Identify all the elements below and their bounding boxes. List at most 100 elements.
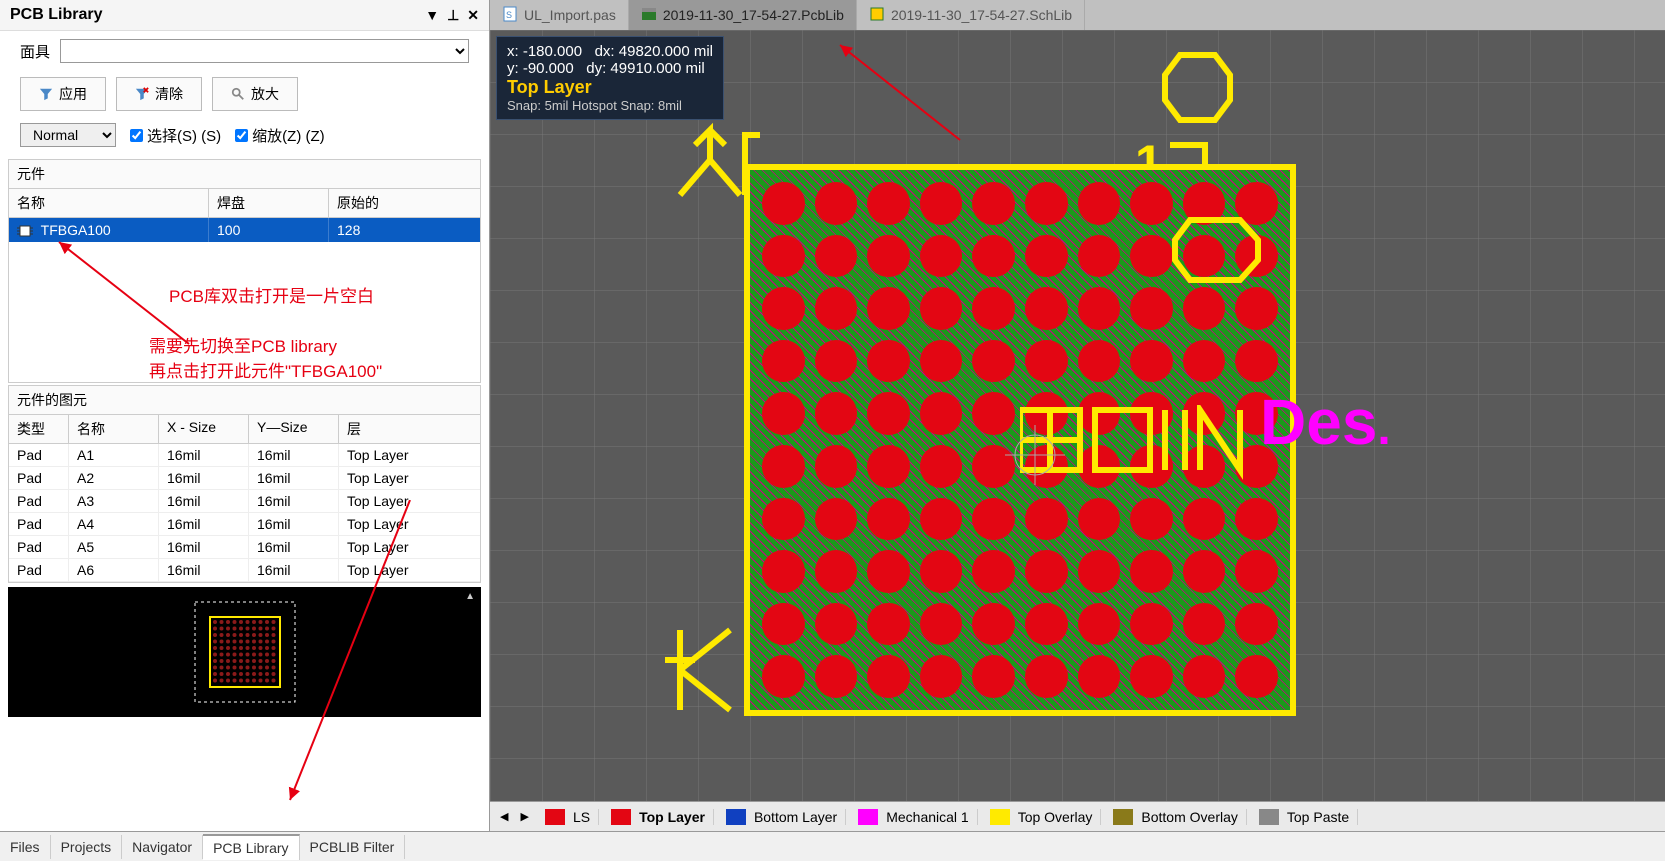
preview-chip [190,597,300,707]
normal-select[interactable]: Normal [20,123,116,147]
annotation-3: 再点击打开此元件"TFBGA100" [149,357,382,382]
document-tab[interactable]: 2019-11-30_17-54-27.PcbLib [629,0,857,30]
primitive-row[interactable]: PadA316mil16milTop Layer [9,490,480,513]
layer-nav-left[interactable]: ◀ [496,810,512,823]
dropdown-icon[interactable]: ▼ [425,7,439,24]
primitive-row[interactable]: PadA116mil16milTop Layer [9,444,480,467]
col-y-header[interactable]: Y—Size [249,415,339,443]
bottom-tab-files[interactable]: Files [0,835,51,859]
bottom-tab-projects[interactable]: Projects [51,835,123,859]
col-primname-header[interactable]: 名称 [69,415,159,443]
col-name-header[interactable]: 名称 [9,189,209,217]
bga-pad [1235,498,1278,541]
bga-pad [815,340,858,383]
primitives-section-header: 元件的图元 [8,385,481,415]
bga-pad [815,287,858,330]
bga-pad [1235,287,1278,330]
primitive-row[interactable]: PadA516mil16milTop Layer [9,536,480,559]
bga-pad [815,182,858,225]
bottom-tab-pcblib-filter[interactable]: PCBLIB Filter [300,835,406,859]
bga-pad [815,498,858,541]
document-tab[interactable]: SUL_Import.pas [490,0,629,30]
bga-pad [920,182,963,225]
bga-pad [1078,498,1121,541]
layer-item[interactable]: Bottom Layer [718,809,846,825]
bga-pad [815,550,858,593]
primitive-row[interactable]: PadA616mil16milTop Layer [9,559,480,582]
layer-item[interactable]: LS [537,809,599,825]
bga-pad [1130,287,1173,330]
magnify-icon [231,87,245,101]
col-layer-header[interactable]: 层 [339,415,480,443]
bga-pad [1025,655,1068,698]
bga-pad [815,655,858,698]
bga-pad [867,445,910,488]
bga-pad [920,550,963,593]
bga-pad [762,287,805,330]
bga-pad [1183,287,1226,330]
select-checkbox[interactable]: 选择(S) (S) [130,125,221,146]
bga-pad [972,498,1015,541]
bga-pad [1078,550,1121,593]
layer-item[interactable]: Bottom Overlay [1105,809,1246,825]
components-table: 名称 焊盘 原始的 TFBGA100 100 128 PCB库双击打开是一片空白… [8,189,481,383]
layer-item[interactable]: Top Overlay [982,809,1102,825]
component-row-tfbga100[interactable]: TFBGA100 100 128 [9,218,480,242]
pcb-canvas[interactable]: x: -180.000 dx: 49820.000 mil y: -90.000… [490,30,1665,801]
layer-item[interactable]: Top Paste [1251,809,1358,825]
bga-pad [1025,603,1068,646]
bga-pad [762,340,805,383]
bga-pad [1235,340,1278,383]
layer-item[interactable]: Top Layer [603,809,714,825]
bga-pad [920,603,963,646]
bga-pad [972,550,1015,593]
origin-crosshair [1005,425,1065,485]
document-tab[interactable]: 2019-11-30_17-54-27.SchLib [857,0,1085,30]
bga-pad [762,235,805,278]
bga-pad [920,445,963,488]
apply-button[interactable]: 应用 [20,77,106,111]
bga-pad [1078,655,1121,698]
bga-pad [920,498,963,541]
primitive-row[interactable]: PadA216mil16milTop Layer [9,467,480,490]
primitive-row[interactable]: PadA416mil16milTop Layer [9,513,480,536]
layer-nav-right[interactable]: ▶ [516,810,532,823]
panel-title: PCB Library [10,6,425,24]
close-icon[interactable]: ✕ [467,7,479,24]
funnel-icon [39,87,53,101]
col-pads-header[interactable]: 焊盘 [209,189,329,217]
zoom-button[interactable]: 放大 [212,77,298,111]
zoom-checkbox[interactable]: 缩放(Z) (Z) [235,125,324,146]
col-x-header[interactable]: X - Size [159,415,249,443]
bga-pad [1025,498,1068,541]
bga-pad [867,287,910,330]
bga-pad [920,287,963,330]
mask-label: 面具 [20,41,50,62]
silk-octagon-2 [1170,215,1265,285]
clear-button[interactable]: 清除 [116,77,202,111]
col-type-header[interactable]: 类型 [9,415,69,443]
bga-pad [867,235,910,278]
bga-pad [867,550,910,593]
bga-pad [1130,340,1173,383]
bga-pad [920,655,963,698]
bga-pad [867,182,910,225]
bga-pad [867,655,910,698]
bga-pad [972,235,1015,278]
panel-header: PCB Library ▼ ⊥ ✕ [0,0,489,31]
bga-pad [1130,498,1173,541]
pin-icon[interactable]: ⊥ [447,7,459,24]
bottom-tab-navigator[interactable]: Navigator [122,835,203,859]
bga-pad [1025,287,1068,330]
bga-pad [762,550,805,593]
col-orig-header[interactable]: 原始的 [329,189,480,217]
bottom-tab-pcb-library[interactable]: PCB Library [203,834,299,860]
bga-pad [1130,655,1173,698]
layer-item[interactable]: Mechanical 1 [850,809,978,825]
bga-pad [762,655,805,698]
expand-icon-2[interactable]: ▲ [465,591,475,602]
bga-pad [815,603,858,646]
mask-select[interactable] [60,39,469,63]
bga-pad [1078,287,1121,330]
funnel-clear-icon [135,87,149,101]
